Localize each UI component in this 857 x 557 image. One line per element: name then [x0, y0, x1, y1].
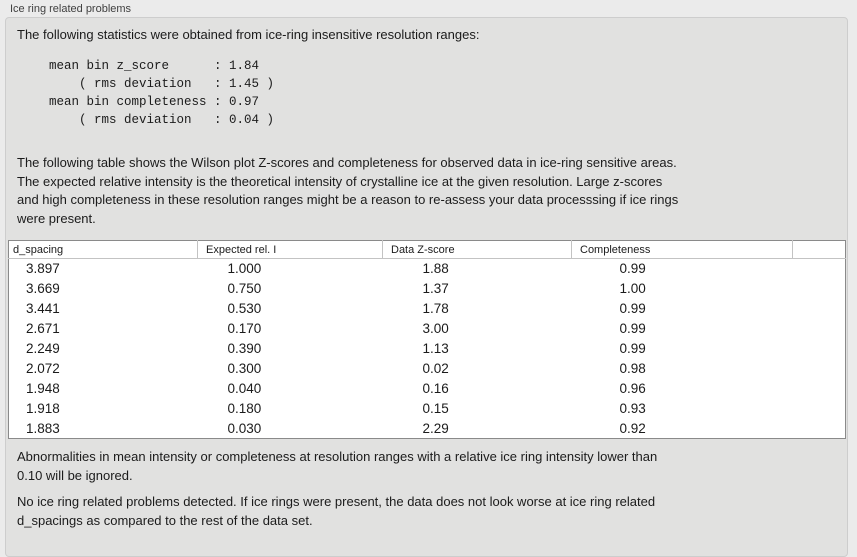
table-cell — [793, 259, 846, 279]
table-cell: 1.883 — [26, 420, 60, 436]
table-row[interactable]: 2.072 0.300 0.02 0.98 — [9, 359, 846, 379]
table-cell: 0.93 — [619, 401, 646, 416]
table-cell: 1.37 — [422, 281, 449, 296]
table-row[interactable]: 1.883 0.030 2.29 0.92 — [9, 419, 846, 439]
table-cell: 0.02 — [422, 361, 449, 376]
table-row[interactable]: 3.441 0.530 1.78 0.99 — [9, 299, 846, 319]
table-cell: 0.530 — [227, 301, 262, 316]
description-text: The following table shows the Wilson plo… — [17, 155, 679, 226]
table-cell: 0.98 — [619, 361, 646, 376]
results-table[interactable]: d_spacing Expected rel. I Data Z-score C… — [8, 240, 846, 439]
table-cell: 1.13 — [422, 341, 449, 356]
table-cell: 0.96 — [619, 381, 646, 396]
table-cell: 0.030 — [227, 420, 262, 436]
table-cell: 0.390 — [227, 341, 262, 356]
table-cell: 0.15 — [422, 401, 449, 416]
column-header-completeness[interactable]: Completeness — [571, 240, 793, 259]
table-row[interactable]: 1.918 0.180 0.15 0.93 — [9, 399, 846, 419]
table-row[interactable]: 3.897 1.000 1.88 0.99 — [9, 259, 846, 279]
column-header-empty — [792, 240, 846, 259]
table-cell: 1.00 — [619, 281, 646, 296]
intro-text: The following statistics were obtained f… — [17, 27, 480, 42]
table-cell: 2.072 — [26, 361, 60, 376]
table-cell: 1.918 — [26, 401, 60, 416]
panel-title: Ice ring related problems — [10, 3, 132, 15]
table-row[interactable]: 1.948 0.040 0.16 0.96 — [9, 379, 846, 399]
table-cell: 3.00 — [422, 321, 449, 336]
table-row[interactable]: 2.249 0.390 1.13 0.99 — [9, 339, 846, 359]
table-cell: 0.16 — [422, 381, 449, 396]
table-cell: 0.750 — [227, 281, 262, 296]
table-cell — [793, 299, 846, 319]
table-cell: 0.170 — [227, 321, 262, 336]
column-header-data-z-score[interactable]: Data Z-score — [382, 240, 572, 259]
stats-block: mean bin z_score : 1.84 ( rms deviation … — [49, 59, 275, 127]
table-cell: 2.249 — [26, 341, 60, 356]
ignore-note: Abnormalities in mean intensity or compl… — [17, 449, 658, 483]
table-cell — [793, 279, 846, 299]
table-cell — [793, 379, 846, 399]
table-cell: 1.78 — [422, 301, 449, 316]
table-cell: 1.88 — [422, 261, 449, 277]
table-cell: 3.441 — [26, 301, 60, 316]
table-cell: 1.948 — [26, 381, 60, 396]
table-cell: 1.000 — [227, 261, 262, 277]
column-header-expected-rel-i[interactable]: Expected rel. I — [197, 240, 383, 259]
table-row[interactable]: 3.669 0.750 1.37 1.00 — [9, 279, 846, 299]
table-cell: 3.897 — [26, 261, 60, 277]
table-cell: 0.99 — [619, 341, 646, 356]
table-cell: 2.29 — [422, 420, 449, 436]
table-cell: 0.300 — [227, 361, 262, 376]
table-cell — [793, 419, 846, 439]
ice-ring-report-panel: The following statistics were obtained f… — [5, 17, 848, 557]
table-cell — [793, 319, 846, 339]
table-cell: 0.180 — [227, 401, 262, 416]
table-cell: 3.669 — [26, 281, 60, 296]
table-cell — [793, 399, 846, 419]
table-cell — [793, 359, 846, 379]
table-cell — [793, 339, 846, 359]
table-cell: 0.99 — [619, 321, 646, 336]
table-row[interactable]: 2.671 0.170 3.00 0.99 — [9, 319, 846, 339]
table-cell: 2.671 — [26, 321, 60, 336]
conclusion-text: No ice ring related problems detected. I… — [17, 494, 656, 528]
table-cell: 0.99 — [619, 261, 646, 277]
table-cell: 0.92 — [619, 420, 646, 436]
table-header-row: d_spacing Expected rel. I Data Z-score C… — [8, 240, 846, 259]
table-cell: 0.040 — [227, 381, 262, 396]
table-cell: 0.99 — [619, 301, 646, 316]
column-header-d-spacing[interactable]: d_spacing — [8, 240, 198, 259]
